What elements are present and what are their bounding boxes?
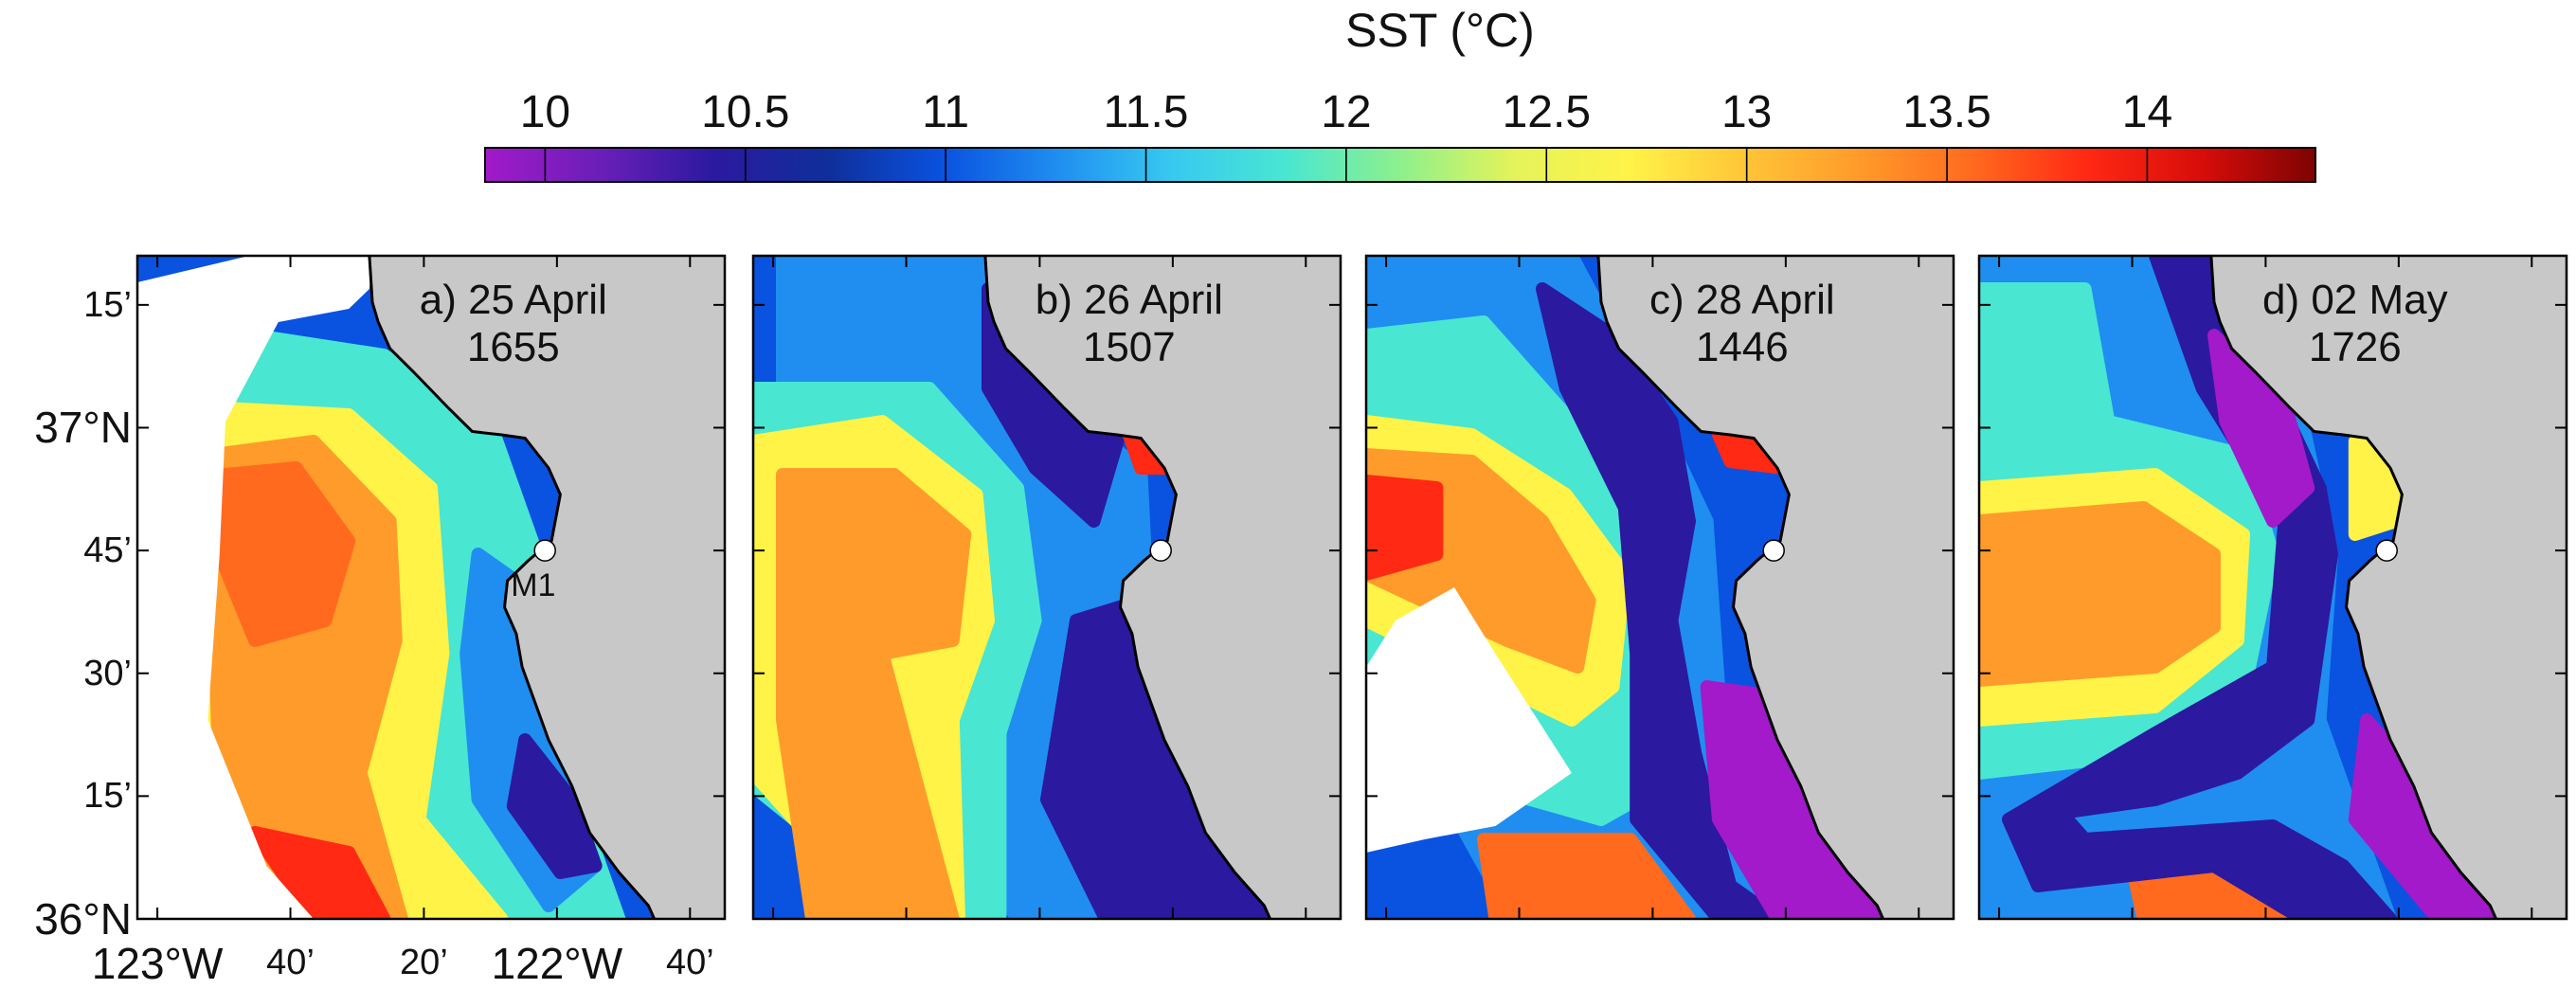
colorbar-title: SST (°C) <box>1345 4 1535 57</box>
panel-time: 1507 <box>1082 324 1176 370</box>
panel-date: a) 25 April <box>419 277 607 323</box>
panel-date: d) 02 May <box>2261 277 2448 323</box>
mooring-marker <box>533 539 556 562</box>
panel-time: 1446 <box>1695 324 1789 370</box>
panel-title: c) 28 April 1446 <box>1649 277 1835 371</box>
colorbar-tick-label: 10.5 <box>701 87 790 137</box>
mooring-marker <box>2375 539 2398 562</box>
mooring-label: M1 <box>511 567 556 604</box>
coastline <box>2209 256 2497 919</box>
land-area <box>984 256 1341 919</box>
sst-contour-patch <box>1477 833 1696 919</box>
panel-title: b) 26 April 1507 <box>1036 277 1223 371</box>
colorbar-tick-label: 11 <box>922 87 970 137</box>
panel-date: c) 28 April <box>1648 277 1835 323</box>
panel-frame <box>751 254 1342 921</box>
colorbar-tick-label: 14 <box>2121 87 2173 137</box>
map-panel-d <box>1977 254 2568 921</box>
missing-data-area <box>137 256 372 919</box>
panel-frame <box>1364 254 1955 921</box>
latitude-label: 15’ <box>83 776 132 817</box>
panel-title: d) 02 May 1726 <box>2262 277 2448 371</box>
latitude-label: 45’ <box>83 530 132 571</box>
panel-time: 1726 <box>2308 324 2402 370</box>
latitude-label: 15’ <box>83 284 132 325</box>
sst-contour-patch <box>1536 282 1784 919</box>
colorbar-tick-label: 12 <box>1321 87 1372 137</box>
latitude-label: 36°N <box>34 894 132 944</box>
sst-contour-patch <box>248 826 391 919</box>
colorbar-tick-label: 11.5 <box>1103 87 1189 137</box>
land-area <box>369 256 725 919</box>
colorbar-tick-label: 13.5 <box>1902 87 1991 137</box>
colorbar-tick-label: 13 <box>1720 87 1773 137</box>
coastline <box>1596 256 1884 919</box>
coastline <box>368 256 656 919</box>
latitude-label: 30’ <box>83 653 132 693</box>
colorbar-gradient <box>484 147 2316 183</box>
map-panel-a <box>135 254 727 921</box>
sst-contour-patch <box>776 468 972 919</box>
sst-contour-patch <box>2002 256 2397 919</box>
colorbar-tick-label: 10 <box>519 87 571 137</box>
panel-date: b) 26 April <box>1035 277 1223 323</box>
longitude-label: 40’ <box>665 943 714 982</box>
land-area <box>2210 256 2567 919</box>
coastline <box>983 256 1271 919</box>
longitude-label: 123°W <box>91 939 224 988</box>
panel-frame <box>1977 254 2568 921</box>
panel-frame <box>135 254 727 921</box>
map-panel-c <box>1364 254 1955 921</box>
mooring-marker <box>1762 539 1785 562</box>
longitude-label: 40’ <box>266 943 315 982</box>
mooring-marker <box>1149 539 1172 562</box>
latitude-label: 37°N <box>34 403 132 453</box>
map-panel-b <box>751 254 1342 921</box>
colorbar <box>484 147 2316 183</box>
colorbar-tick-label: 12.5 <box>1502 87 1592 137</box>
missing-data-area <box>1366 587 1572 853</box>
sst-contour-patch <box>1366 475 1444 581</box>
sst-contour-patch <box>1979 501 2221 687</box>
longitude-label: 20’ <box>400 943 448 982</box>
land-area <box>1597 256 1954 919</box>
sst-contour-patch <box>506 733 603 879</box>
panel-title: a) 25 April 1655 <box>420 277 607 371</box>
panel-time: 1655 <box>466 324 560 370</box>
longitude-label: 122°W <box>491 939 623 988</box>
